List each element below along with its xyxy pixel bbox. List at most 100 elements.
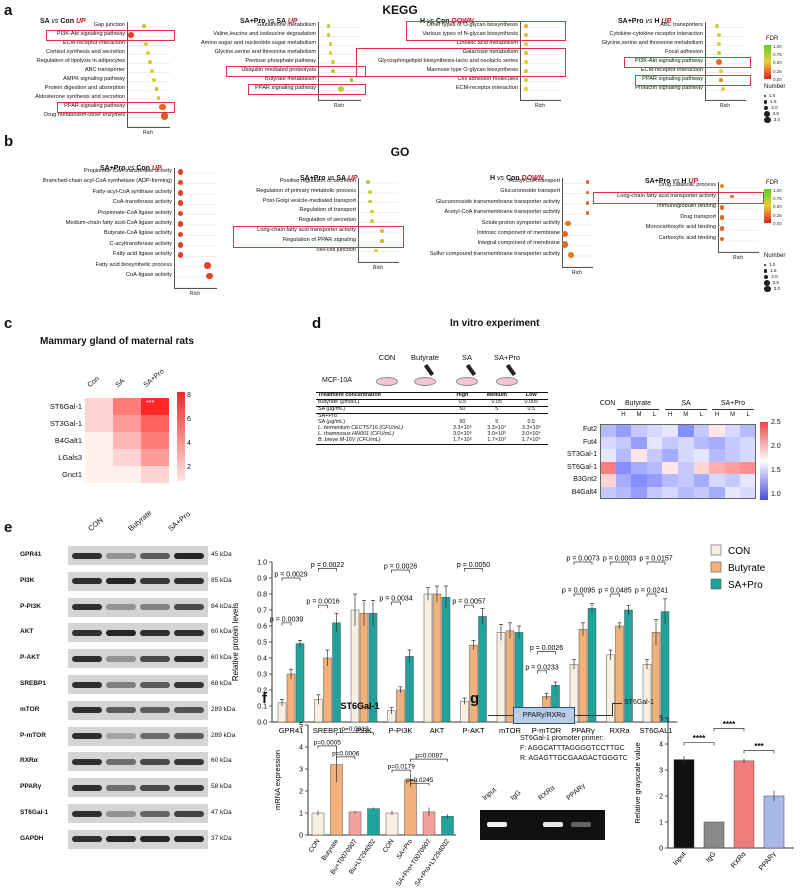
blot-name-10: ST6Gal-1 (20, 809, 49, 816)
blot-kda-4: 60 kDa (211, 654, 232, 662)
blot-band-1-3 (174, 578, 204, 585)
g-xtick-3: PPARγ (758, 850, 778, 872)
heat-cell-4-4 (662, 474, 678, 487)
blot-band-7-2 (140, 733, 170, 740)
dish-icon-2 (456, 377, 478, 386)
kegg-term-2-2: Linoleic acid metabolism (457, 40, 518, 46)
go-dot-1-2 (368, 199, 372, 204)
title-direction: UP (347, 175, 358, 182)
e-pvalue-5: p = 0.0034 (379, 596, 412, 603)
e-ytick-3: 0.3 (257, 672, 267, 679)
kegg-term-1-7: PPAR signaling pathway (255, 85, 316, 91)
kegg-term-1-0: Glutathione metabolism (257, 22, 316, 28)
kegg-term-3-1: Cytokine-cytokine receptor interaction (609, 31, 703, 37)
kegg-dot-3-0 (715, 24, 719, 28)
kegg-number-tick-3: 2.5 (764, 111, 780, 117)
kegg-dot-0-7 (154, 87, 159, 91)
title-vs: vs (672, 178, 682, 185)
blot-band-8-1 (106, 758, 136, 765)
blot-lane-1: Butyrate (126, 508, 154, 533)
invitro-group-3: SA+Pro (493, 353, 521, 362)
table-cell-5-2: 3.0×10⁵ (487, 430, 507, 437)
blot-kda-5: 68 kDa (211, 680, 232, 687)
kegg-term-0-10: Drug metabolism-other enzymes (44, 112, 125, 118)
blot-strip-9 (68, 778, 208, 798)
e-ytick-8: 0.8 (257, 592, 267, 599)
heat-cell-5-4 (662, 486, 678, 499)
go-term-3-1: Long-chain fatty acid transporter activi… (617, 192, 716, 199)
e-legend-swatch-0 (710, 544, 722, 556)
go-fdr-tick-0: 1.00 (773, 188, 782, 193)
e-xtick-2: PI3K (356, 726, 372, 735)
g-bracket-2 (743, 750, 775, 754)
blot-band-0-2 (140, 552, 170, 559)
kegg-fdr-tick-2: 0.50 (773, 60, 782, 66)
e-pvalue-11: p = 0.0095 (562, 588, 595, 595)
gel-band-3 (571, 822, 591, 827)
blot-band-9-2 (140, 784, 170, 791)
heat-cell-2-6 (693, 449, 710, 462)
kegg-number-tick-4: 3.0 (764, 116, 780, 124)
go-fdr-label: FDR (766, 180, 779, 186)
e-legend-swatch-1 (710, 561, 722, 573)
kegg-dot-3-4 (715, 58, 723, 66)
f-ytick-3: 3 (299, 767, 303, 774)
go-number-dot-1 (764, 269, 768, 273)
kegg-number-tick-0: 1.0 (764, 93, 780, 99)
heat-cell-1-0 (600, 436, 616, 449)
e-bracket-0 (281, 577, 301, 581)
go-fdr-tick-4: 0.00 (773, 220, 782, 226)
blot-strip-2 (68, 597, 208, 617)
heat-top-bracket-3 (712, 409, 754, 410)
f-bracket-5 (410, 782, 430, 786)
title-a: SA+Pro (240, 18, 268, 25)
gel-lane-3: PPARγ (565, 782, 587, 802)
title-vs: vs (645, 18, 655, 25)
kegg-term-1-1: Valine,leucine and isoleucine degradatio… (213, 31, 316, 37)
blot-band-2-3 (174, 604, 204, 611)
table-cell-3-1: 50 (459, 418, 466, 425)
go-term-0-2: Fatty-acyl-CoA synthase activity (92, 188, 172, 195)
e-bracket-11 (573, 593, 584, 597)
f-bracket-4 (391, 769, 411, 773)
go-dot-2-5 (561, 230, 569, 238)
heat-cell-2-1 (615, 449, 632, 462)
table-cell-5-3: 3.0×10⁴ (521, 430, 541, 437)
f-bracket-1 (317, 745, 337, 749)
table-cell-5-0: L. rhamnosus HN001 (CFU/mL) (318, 430, 395, 437)
e-ytick-2: 0.2 (257, 688, 267, 695)
go-dot-0-10 (206, 272, 213, 280)
g-sig-0: **** (693, 734, 706, 743)
kegg-highlight-1-0 (225, 66, 366, 77)
go-highlight-3-0 (592, 191, 764, 205)
mammary-row-4: Gnct1 (61, 470, 82, 479)
e-pvalue-10: p = 0.0073 (566, 556, 599, 563)
kegg-number-text-3: 2.5 (772, 111, 779, 116)
title-direction: UP (287, 18, 298, 25)
table-cell-3-3: 0.5 (527, 418, 536, 425)
e-bar-8-1 (578, 628, 588, 723)
title-a: H (490, 175, 497, 182)
blot-band-6-2 (140, 707, 170, 714)
heat-top-col-0: CON (599, 400, 616, 407)
e-bracket-10 (573, 561, 593, 565)
blot-band-0-3 (174, 552, 204, 559)
kegg-highlight-2-0 (405, 21, 566, 41)
blot-band-2-1 (106, 604, 136, 611)
mammary-row-2: B4Galt1 (54, 436, 82, 445)
go-dot-2-1 (585, 190, 590, 195)
g-xtick-1: IgG (705, 851, 718, 864)
go-plot-title-0: SA+Pro vs Con UP (100, 165, 162, 172)
kegg-fdr-tick-4: 0.00 (773, 76, 782, 82)
go-dot-0-3 (177, 200, 184, 206)
title-direction: UP (688, 178, 699, 185)
kegg-term-1-3: Glycine,serine and threonine metabolism (214, 49, 316, 55)
blot-band-11-2 (140, 836, 170, 843)
e-bracket-9 (537, 670, 547, 674)
gel-lane-2: RXRα (537, 784, 557, 802)
mammary-scale-tick-2: 4 (187, 440, 191, 447)
kegg-dot-3-5 (719, 69, 723, 73)
go-term-1-5: Long-chain fatty acid transporter activi… (257, 227, 356, 233)
heat-cell-3-4 (662, 461, 678, 474)
blot-band-5-3 (174, 681, 204, 688)
